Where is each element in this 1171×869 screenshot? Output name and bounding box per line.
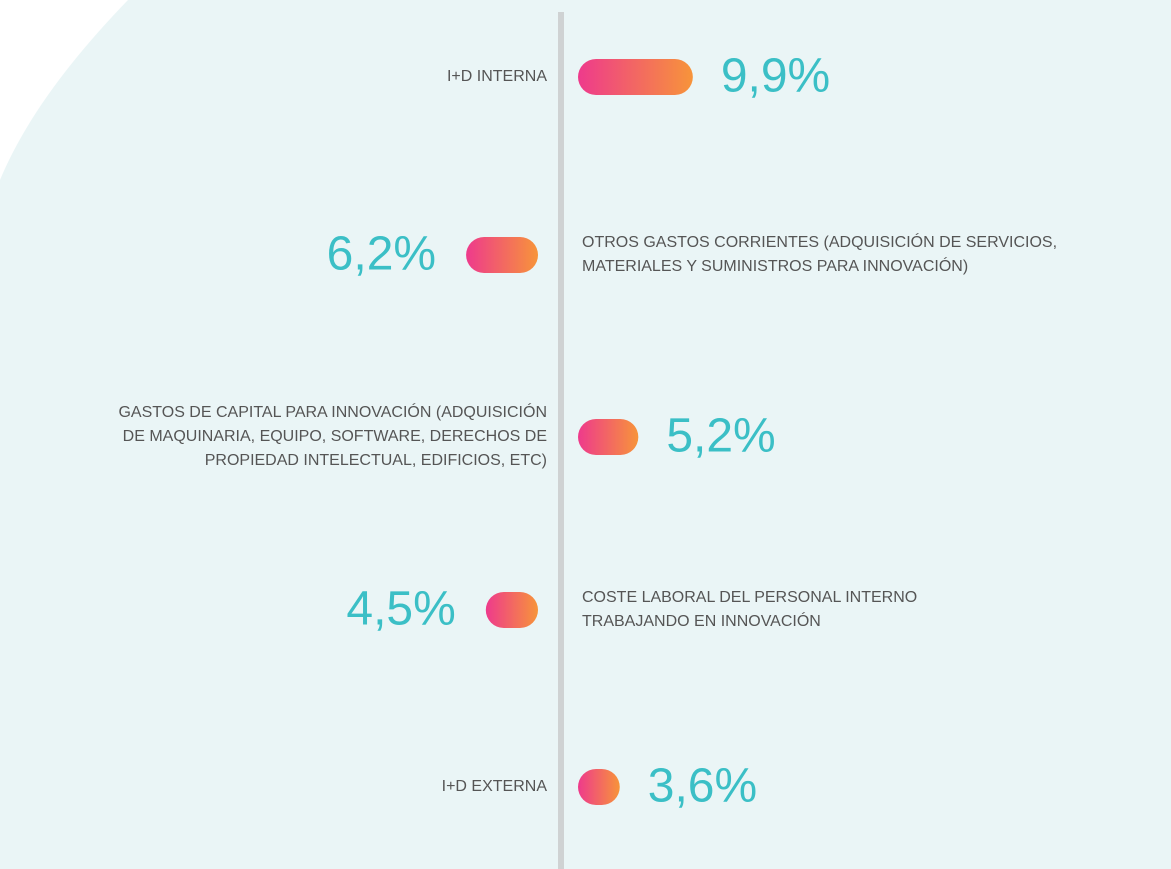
bar	[578, 419, 639, 455]
value-label: 6,2%	[327, 228, 436, 281]
category-label: OTROS GASTOS CORRIENTES (ADQUISICIÓN DE …	[582, 234, 1058, 275]
bar	[485, 592, 538, 628]
category-label: COSTE LABORAL DEL PERSONAL INTERNO TRABA…	[582, 589, 918, 630]
bar	[466, 237, 538, 273]
category-label: I+D INTERNA	[446, 68, 547, 85]
value-label: 3,6%	[648, 760, 757, 813]
value-label: 4,5%	[346, 583, 455, 636]
bar	[578, 59, 693, 95]
category-label: GASTOS DE CAPITAL PARA INNOVACIÓN (ADQUI…	[118, 404, 547, 469]
bar	[578, 769, 620, 805]
value-label: 5,2%	[666, 410, 775, 463]
center-axis	[558, 12, 564, 869]
category-label: I+D EXTERNA	[441, 778, 547, 795]
background-curve	[0, 0, 128, 180]
value-label: 9,9%	[721, 50, 830, 103]
